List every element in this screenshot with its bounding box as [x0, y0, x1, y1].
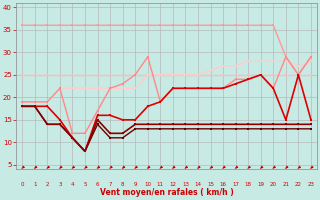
X-axis label: Vent moyen/en rafales ( km/h ): Vent moyen/en rafales ( km/h )	[100, 188, 234, 197]
